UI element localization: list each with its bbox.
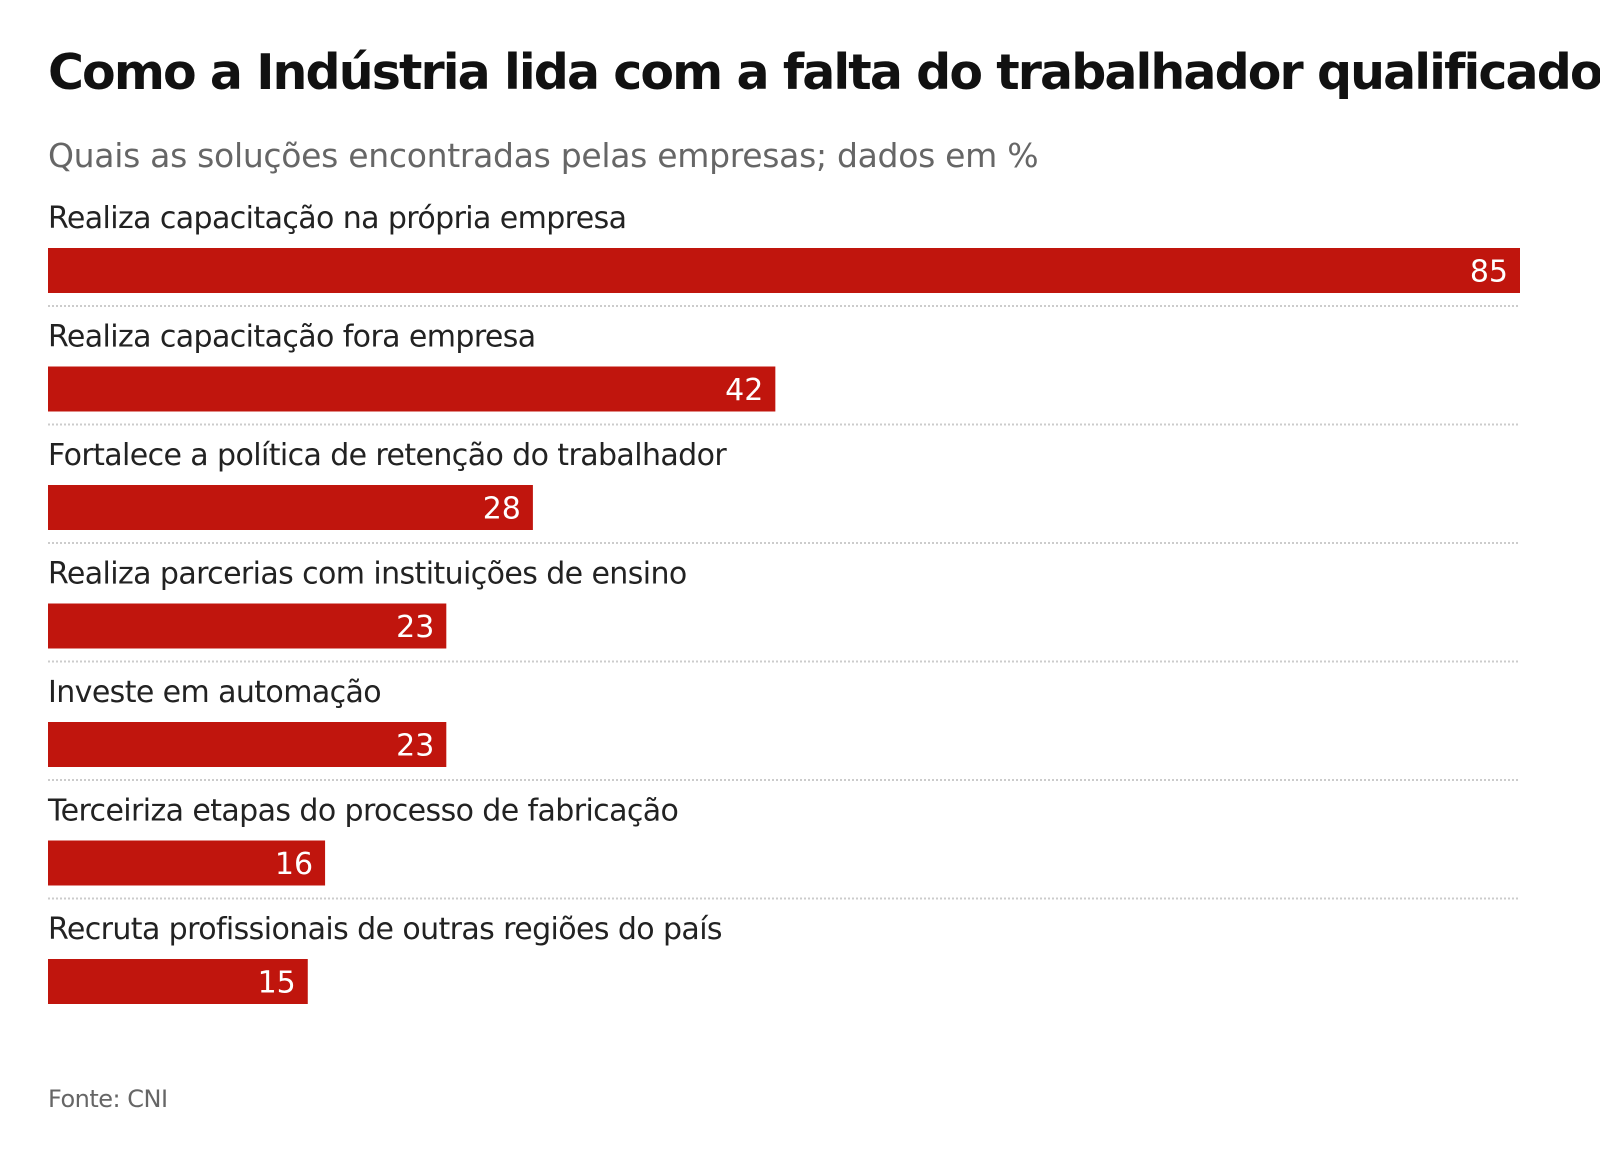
data-label: 85 (1470, 255, 1508, 290)
category-label: Fortalece a política de retenção do trab… (48, 438, 727, 473)
bar (48, 722, 447, 767)
category-label: Realiza parcerias com instituições de en… (48, 557, 687, 592)
category-label: Recruta profissionais de outras regiões … (48, 912, 722, 947)
bar (48, 840, 326, 886)
data-label: 42 (725, 373, 763, 408)
category-label: Investe em automação (48, 675, 381, 710)
bar (48, 485, 533, 530)
category-label: Realiza capacitação fora empresa (48, 320, 536, 355)
data-label: 23 (396, 610, 434, 645)
data-label: 28 (483, 492, 521, 527)
category-label: Terceiriza etapas do processo de fabrica… (47, 794, 678, 829)
category-label: Realiza capacitação na própria empresa (48, 201, 626, 236)
bar (48, 959, 308, 1004)
bar (48, 603, 447, 649)
data-label: 23 (396, 729, 434, 764)
bar (48, 366, 776, 412)
data-label: 16 (275, 847, 313, 882)
chart-title: Como a Indústria lida com a falta do tra… (48, 44, 1600, 101)
source-note: Fonte: CNI (48, 1085, 168, 1113)
data-label: 15 (258, 966, 296, 1001)
chart-subtitle: Quais as soluções encontradas pelas empr… (48, 136, 1039, 175)
bar (48, 248, 1520, 293)
